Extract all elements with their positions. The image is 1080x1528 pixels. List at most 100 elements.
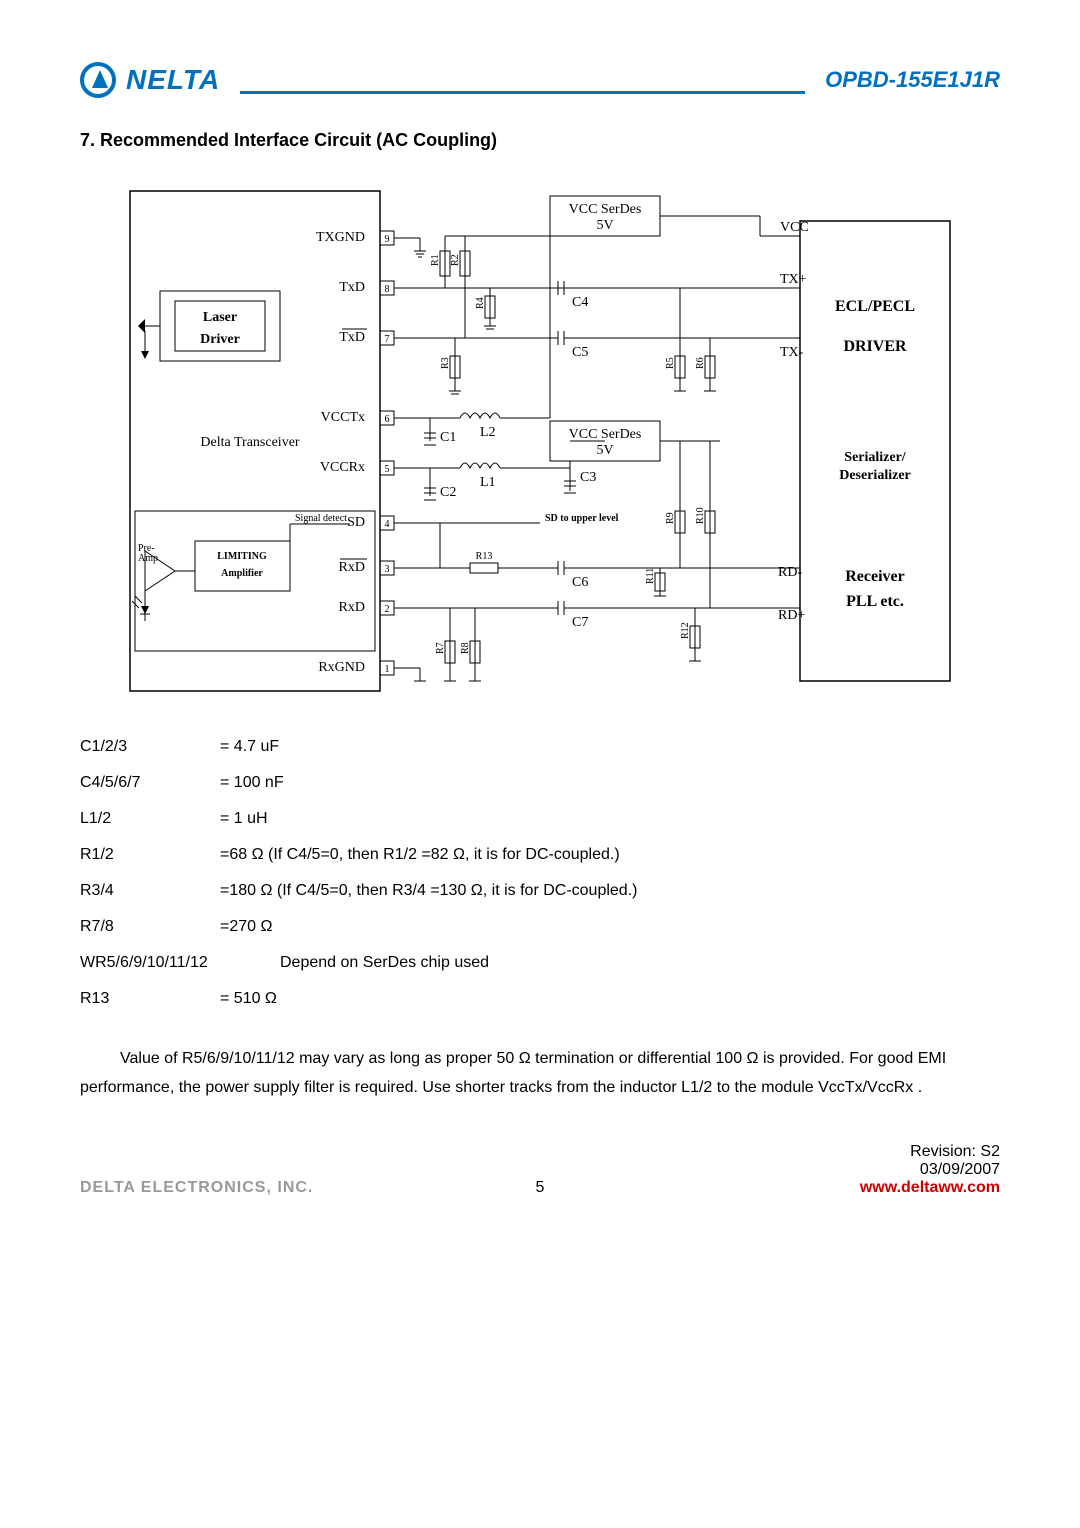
comp-value: Depend on SerDes chip used xyxy=(280,947,1000,979)
svg-text:TX-: TX- xyxy=(780,345,804,360)
footer-revision: Revision: S2 xyxy=(860,1143,1000,1161)
component-row: WR5/6/9/10/11/12 Depend on SerDes chip u… xyxy=(80,947,1000,979)
svg-text:LIMITING: LIMITING xyxy=(217,551,267,562)
svg-text:R13: R13 xyxy=(476,551,493,562)
comp-value: = 100 nF xyxy=(220,767,1000,799)
svg-text:RD+: RD+ xyxy=(778,608,805,623)
svg-text:6: 6 xyxy=(385,414,390,425)
svg-text:R8: R8 xyxy=(460,642,471,654)
svg-text:Serializer/: Serializer/ xyxy=(844,450,907,465)
svg-text:5V: 5V xyxy=(596,443,613,458)
footer-date: 03/09/2007 xyxy=(860,1161,1000,1179)
svg-text:L2: L2 xyxy=(480,425,496,440)
svg-text:TX+: TX+ xyxy=(780,272,807,287)
footer-url: www.deltaww.com xyxy=(860,1179,1000,1197)
footer-company: DELTA ELECTRONICS, INC. xyxy=(80,1179,313,1197)
svg-text:L1: L1 xyxy=(480,475,496,490)
component-row: R1/2 =68 Ω (If C4/5=0, then R1/2 =82 Ω, … xyxy=(80,839,1000,871)
svg-text:1: 1 xyxy=(385,664,390,675)
svg-text:C4: C4 xyxy=(572,295,588,310)
page-header: NELTA OPBD-155E1J1R xyxy=(80,60,1000,100)
svg-text:VCC SerDes: VCC SerDes xyxy=(569,202,642,217)
svg-text:Amp: Amp xyxy=(138,553,158,564)
comp-value: =180 Ω (If C4/5=0, then R3/4 =130 Ω, it … xyxy=(220,875,1000,907)
body-paragraph: Value of R5/6/9/10/11/12 may vary as lon… xyxy=(80,1045,1000,1103)
svg-text:TXGND: TXGND xyxy=(316,230,365,245)
svg-text:8: 8 xyxy=(385,284,390,295)
component-row: L1/2 = 1 uH xyxy=(80,803,1000,835)
svg-text:VCC SerDes: VCC SerDes xyxy=(569,427,642,442)
svg-text:7: 7 xyxy=(385,334,390,345)
svg-text:SD: SD xyxy=(347,515,365,530)
logo: NELTA xyxy=(80,60,220,100)
svg-text:SD to upper level: SD to upper level xyxy=(545,513,619,524)
circuit-diagram: .t { font-family: 'Times New Roman', ser… xyxy=(120,181,960,701)
component-row: R7/8 =270 Ω xyxy=(80,911,1000,943)
svg-text:5V: 5V xyxy=(596,218,613,233)
comp-value: = 4.7 uF xyxy=(220,731,1000,763)
svg-text:Signal detect: Signal detect xyxy=(295,513,347,524)
svg-text:3: 3 xyxy=(385,564,390,575)
svg-text:TxD: TxD xyxy=(339,280,365,295)
comp-label: R1/2 xyxy=(80,839,220,871)
comp-label: WR5/6/9/10/11/12 xyxy=(80,947,280,979)
svg-text:DRIVER: DRIVER xyxy=(843,338,907,355)
svg-text:C3: C3 xyxy=(580,470,596,485)
svg-text:R1: R1 xyxy=(430,254,441,266)
svg-text:2: 2 xyxy=(385,604,390,615)
svg-text:R12: R12 xyxy=(680,622,691,639)
delta-logo-icon xyxy=(80,60,120,100)
svg-text:RxGND: RxGND xyxy=(318,660,365,675)
part-number: OPBD-155E1J1R xyxy=(825,67,1000,93)
comp-label: C1/2/3 xyxy=(80,731,220,763)
svg-text:C5: C5 xyxy=(572,345,588,360)
svg-text:Deserializer: Deserializer xyxy=(839,468,911,483)
svg-text:R11: R11 xyxy=(645,568,656,584)
page: NELTA OPBD-155E1J1R 7. Recommended Inter… xyxy=(80,60,1000,1197)
header-divider xyxy=(240,90,805,94)
comp-label: R7/8 xyxy=(80,911,220,943)
svg-text:C2: C2 xyxy=(440,485,456,500)
svg-text:4: 4 xyxy=(385,519,390,530)
svg-text:Laser: Laser xyxy=(203,310,237,325)
component-row: R3/4 =180 Ω (If C4/5=0, then R3/4 =130 Ω… xyxy=(80,875,1000,907)
svg-text:Delta Transceiver: Delta Transceiver xyxy=(200,435,299,450)
component-row: R13 = 510 Ω xyxy=(80,983,1000,1015)
component-row: C1/2/3 = 4.7 uF xyxy=(80,731,1000,763)
svg-text:Amplifier: Amplifier xyxy=(221,568,263,579)
comp-value: = 1 uH xyxy=(220,803,1000,835)
footer-page-number: 5 xyxy=(536,1179,545,1197)
svg-text:R10: R10 xyxy=(695,507,706,524)
svg-text:R3: R3 xyxy=(440,357,451,369)
comp-label: C4/5/6/7 xyxy=(80,767,220,799)
comp-value: = 510 Ω xyxy=(220,983,1000,1015)
svg-text:TxD: TxD xyxy=(339,330,365,345)
svg-text:C6: C6 xyxy=(572,575,588,590)
comp-value: =270 Ω xyxy=(220,911,1000,943)
comp-label: R13 xyxy=(80,983,220,1015)
component-values-list: C1/2/3 = 4.7 uF C4/5/6/7 = 100 nF L1/2 =… xyxy=(80,731,1000,1015)
logo-text: NELTA xyxy=(126,64,220,96)
svg-text:C1: C1 xyxy=(440,430,456,445)
footer-right: Revision: S2 03/09/2007 www.deltaww.com xyxy=(860,1143,1000,1197)
comp-label: L1/2 xyxy=(80,803,220,835)
svg-text:9: 9 xyxy=(385,234,390,245)
svg-text:RD-: RD- xyxy=(778,565,802,580)
svg-text:VCC: VCC xyxy=(780,220,809,235)
svg-text:Receiver: Receiver xyxy=(845,568,905,585)
svg-text:R2: R2 xyxy=(450,254,461,266)
svg-text:Driver: Driver xyxy=(200,332,240,347)
svg-text:R7: R7 xyxy=(435,642,446,654)
svg-text:R6: R6 xyxy=(695,357,706,369)
comp-label: R3/4 xyxy=(80,875,220,907)
component-row: C4/5/6/7 = 100 nF xyxy=(80,767,1000,799)
comp-value: =68 Ω (If C4/5=0, then R1/2 =82 Ω, it is… xyxy=(220,839,1000,871)
svg-text:R9: R9 xyxy=(665,512,676,524)
svg-text:ECL/PECL: ECL/PECL xyxy=(835,298,915,315)
svg-text:VCCTx: VCCTx xyxy=(321,410,365,425)
svg-text:PLL etc.: PLL etc. xyxy=(846,593,904,610)
svg-text:RxD: RxD xyxy=(339,600,365,615)
svg-text:VCCRx: VCCRx xyxy=(320,460,365,475)
page-footer: DELTA ELECTRONICS, INC. 5 Revision: S2 0… xyxy=(80,1143,1000,1197)
svg-text:R5: R5 xyxy=(665,357,676,369)
